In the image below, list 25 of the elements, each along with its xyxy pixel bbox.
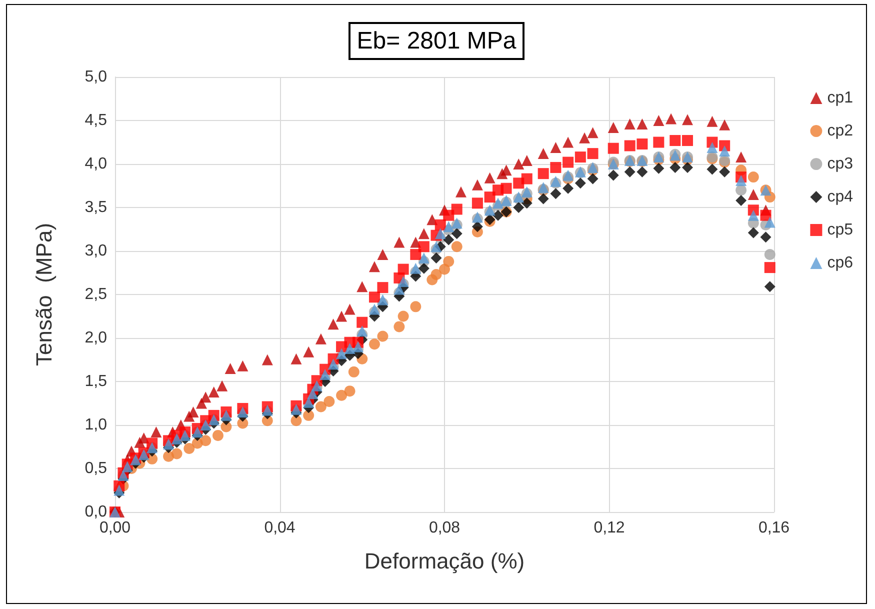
y-tick-label: 1,5 bbox=[84, 373, 108, 390]
legend-label: cp2 bbox=[827, 122, 854, 140]
y-tick-label: 0,5 bbox=[84, 460, 108, 477]
legend-label: cp3 bbox=[827, 156, 854, 172]
x-tick-label: 0,04 bbox=[264, 520, 296, 536]
legend-label: cp1 bbox=[827, 90, 854, 106]
chart-title: Eb= 2801 MPa bbox=[356, 28, 517, 54]
x-tick-label: 0,08 bbox=[428, 520, 460, 536]
y-tick-label: 4,5 bbox=[84, 112, 108, 129]
x-tick-label: 0,00 bbox=[99, 520, 131, 536]
x-tick-label: 0,12 bbox=[594, 520, 625, 536]
y-tick-label: 4,0 bbox=[84, 156, 108, 172]
x-tick-label: 0,16 bbox=[758, 520, 790, 536]
x-axis-title: Deformação (%) bbox=[364, 548, 525, 574]
y-tick-label: 0,0 bbox=[84, 504, 108, 520]
legend-label: cp6 bbox=[827, 254, 854, 272]
y-tick-label: 5,0 bbox=[84, 68, 108, 86]
y-tick-label: 2,5 bbox=[84, 286, 108, 303]
y-tick-label: 3,0 bbox=[84, 242, 108, 260]
y-tick-label: 2,0 bbox=[84, 330, 108, 346]
legend-label: cp5 bbox=[827, 222, 854, 238]
y-tick-label: 1,0 bbox=[84, 416, 108, 434]
y-axis-title: Tensão (MPa) bbox=[32, 222, 56, 366]
y-tick-label: 3,5 bbox=[84, 199, 108, 216]
legend-label: cp4 bbox=[827, 188, 854, 206]
